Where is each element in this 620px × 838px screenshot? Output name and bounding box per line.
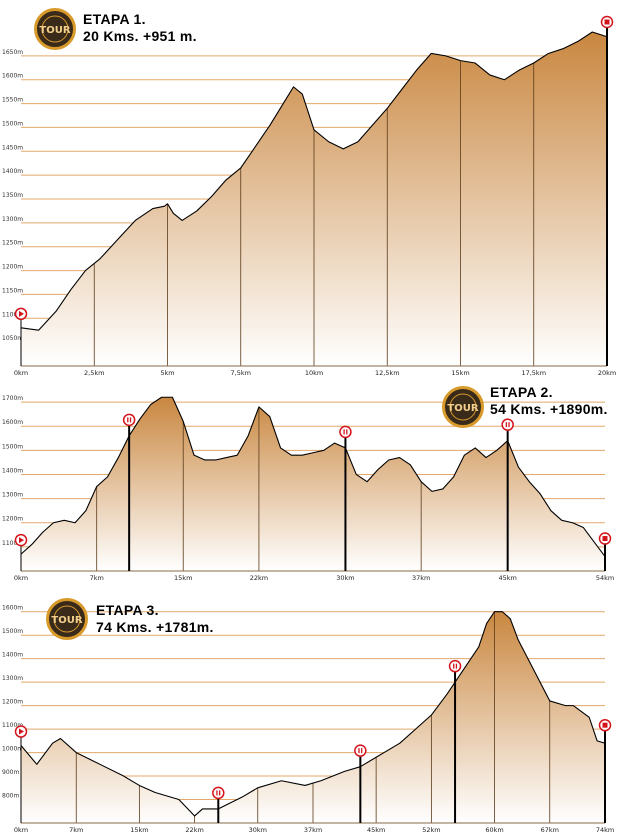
tour-logo-icon: TOUR — [442, 386, 484, 428]
stage-3-title-box: ETAPA 3. 74 Kms. +1781m. — [96, 602, 214, 636]
x-tick-label: 54km — [596, 574, 614, 582]
finish-marker-icon — [598, 718, 612, 732]
x-tick-label: 20km — [598, 369, 616, 377]
stage-2-title: ETAPA 2. — [490, 384, 553, 400]
y-tick-label: 1100m — [2, 311, 23, 318]
stage-1-title: ETAPA 1. — [83, 11, 146, 27]
elevation-area — [21, 397, 605, 571]
y-tick-label: 1600m — [2, 605, 23, 612]
pause-marker-icon — [501, 418, 514, 431]
y-tick-label: 1700m — [2, 395, 23, 402]
start-marker-icon — [14, 307, 28, 321]
y-tick-label: 1450m — [2, 144, 23, 151]
y-tick-label: 1650m — [2, 49, 23, 56]
x-tick-label: 5km — [160, 369, 174, 377]
y-tick-label: 1250m — [2, 240, 23, 247]
pause-marker-icon — [448, 659, 462, 673]
finish-marker-icon — [600, 15, 614, 29]
stage-1-logo: TOUR — [34, 8, 76, 50]
start-marker-icon — [14, 533, 28, 547]
x-tick-label: 0km — [14, 826, 28, 834]
x-tick-label: 60km — [485, 826, 503, 834]
stage-1-chart: 1050m 1100m 1150m 1200m 1250m 1300m 1350m 1400m… — [2, 15, 616, 377]
x-tick-label: 30km — [249, 826, 267, 834]
y-tick-label: 1500m — [2, 443, 23, 450]
y-tick-label: 1300m — [2, 675, 23, 682]
y-tick-label: 1550m — [2, 97, 23, 104]
stage-3-panel: 800m 900m 1000m 1100m 1200m 1300m 1400m 1500m 16… — [0, 590, 620, 838]
y-tick-label: 1200m — [2, 699, 23, 706]
logo-text: TOUR — [51, 615, 82, 626]
y-tick-label: 1200m — [2, 264, 23, 271]
x-tick-label: 0km — [14, 369, 28, 377]
x-tick-label: 15km — [130, 826, 148, 834]
x-tick-label: 15km — [451, 369, 469, 377]
pause-marker-icon — [122, 413, 136, 427]
y-tick-label: 1300m — [2, 216, 23, 223]
y-tick-label: 1300m — [2, 492, 23, 499]
stage-2-title-box: ETAPA 2. 54 Kms. +1890m. — [490, 384, 608, 418]
x-tick-label: 45km — [367, 826, 385, 834]
stage-3-title: ETAPA 3. — [96, 602, 159, 618]
y-tick-label: 1400m — [2, 652, 23, 659]
logo-text: TOUR — [39, 25, 70, 36]
finish-marker-icon — [598, 532, 612, 545]
x-tick-label: 22km — [250, 574, 268, 582]
y-tick-label: 1100m — [2, 540, 23, 547]
y-tick-label: 1050m — [2, 335, 23, 342]
tour-logo-icon: TOUR — [46, 598, 88, 640]
y-tick-label: 1000m — [2, 746, 23, 753]
elevation-area — [21, 611, 605, 823]
x-tick-label: 74km — [596, 826, 614, 834]
y-tick-label: 1200m — [2, 516, 23, 523]
x-tick-label: 30km — [336, 574, 354, 582]
x-tick-label: 17,5km — [521, 369, 546, 377]
y-tick-label: 1350m — [2, 192, 23, 199]
y-tick-label: 1400m — [2, 467, 23, 474]
logo-text: TOUR — [447, 403, 478, 414]
tour-logo-icon: TOUR — [34, 8, 76, 50]
x-tick-label: 37km — [412, 574, 430, 582]
y-tick-label: 1100m — [2, 722, 23, 729]
x-tick-label: 22km — [185, 826, 203, 834]
stage-2-logo: TOUR — [442, 386, 484, 428]
stage-1-title-box: ETAPA 1. 20 Kms. +951 m. — [83, 11, 197, 45]
stage-3-chart: 800m 900m 1000m 1100m 1200m 1300m 1400m 1500m 16… — [2, 605, 614, 834]
y-tick-label: 1150m — [2, 287, 23, 294]
x-tick-label: 52km — [422, 826, 440, 834]
x-tick-label: 10km — [305, 369, 323, 377]
stage-1-panel: 1050m 1100m 1150m 1200m 1250m 1300m 1350m 1400m… — [0, 0, 620, 380]
y-tick-label: 1600m — [2, 419, 23, 426]
x-tick-label: 12,5km — [375, 369, 400, 377]
x-tick-label: 7km — [69, 826, 83, 834]
x-tick-label: 7,5km — [231, 369, 251, 377]
y-tick-label: 1500m — [2, 628, 23, 635]
x-tick-label: 15km — [174, 574, 192, 582]
elevation-profile-line — [20, 31, 608, 331]
x-tick-label: 0km — [14, 574, 28, 582]
stage-2-subtitle: 54 Kms. +1890m. — [490, 401, 608, 417]
pause-marker-icon — [339, 425, 352, 439]
y-tick-label: 1600m — [2, 73, 23, 80]
x-tick-label: 37km — [304, 826, 322, 834]
start-marker-icon — [14, 725, 28, 738]
y-tick-label: 800m — [2, 793, 19, 800]
stage-2-chart: 1100m 1200m 1300m 1400m 1500m 1600m 1700m 0km 7k… — [2, 395, 614, 582]
x-tick-label: 45km — [498, 574, 516, 582]
stage-1-subtitle: 20 Kms. +951 m. — [83, 28, 197, 44]
pause-marker-icon — [212, 786, 225, 800]
y-tick-label: 900m — [2, 769, 19, 776]
stage-3-logo: TOUR — [46, 598, 88, 640]
pause-marker-icon — [354, 744, 367, 757]
x-tick-label: 67km — [541, 826, 559, 834]
y-tick-label: 1400m — [2, 168, 23, 175]
x-tick-label: 7km — [90, 574, 104, 582]
stage-2-panel: 1100m 1200m 1300m 1400m 1500m 1600m 1700m 0km 7k… — [0, 380, 620, 590]
y-tick-label: 1500m — [2, 120, 23, 127]
x-tick-label: 2,5km — [84, 369, 104, 377]
stage-3-subtitle: 74 Kms. +1781m. — [96, 619, 214, 635]
